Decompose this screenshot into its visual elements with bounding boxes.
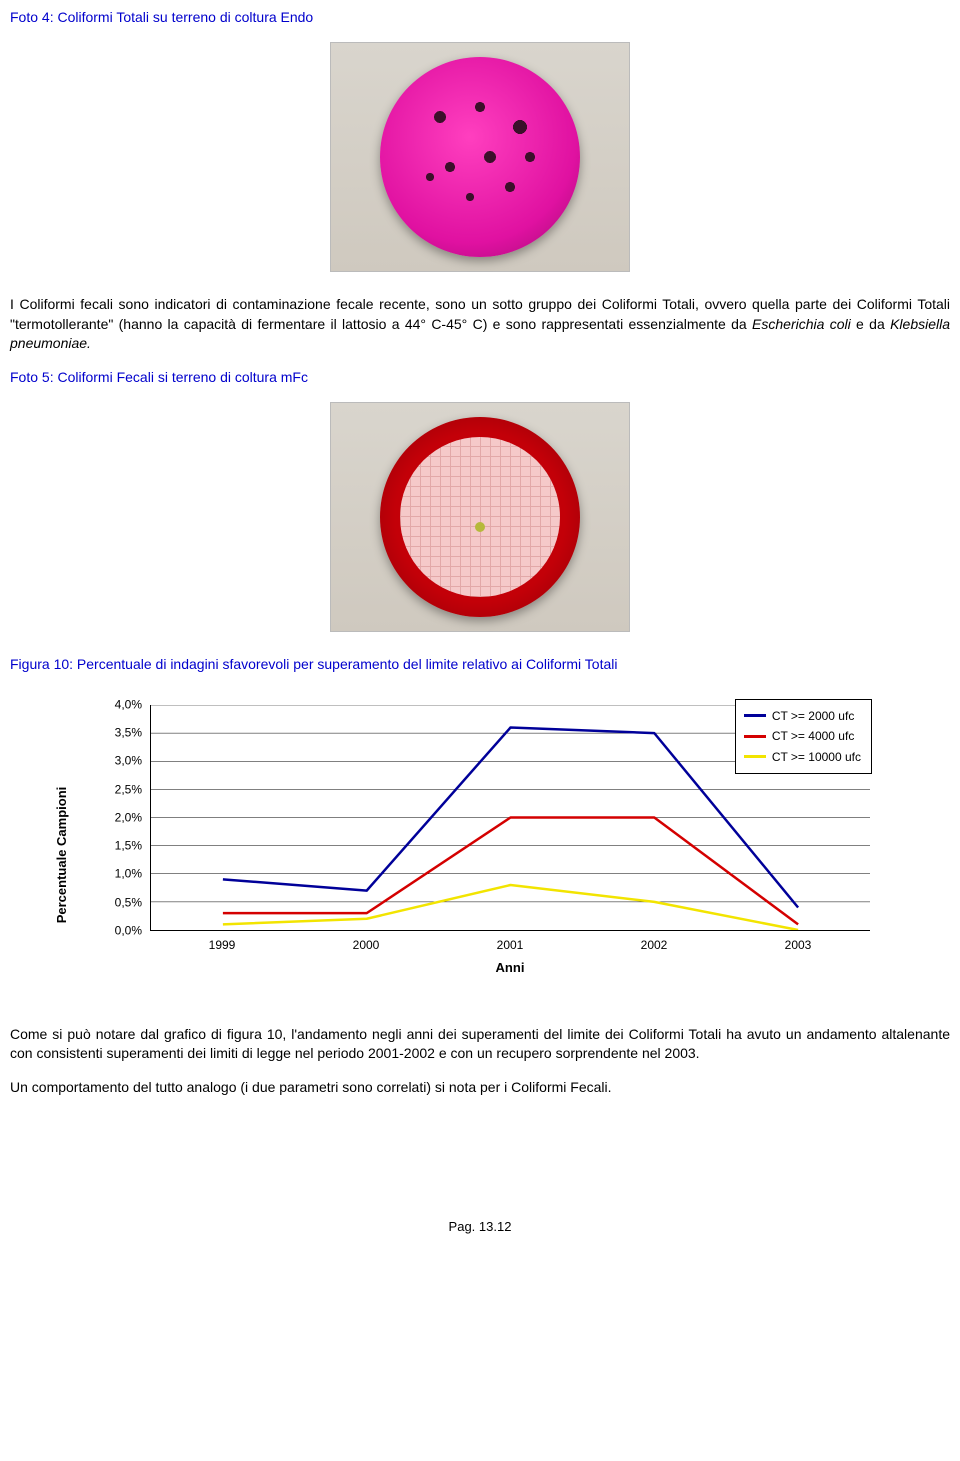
foto4-wrap bbox=[10, 42, 950, 278]
y-axis-label: Percentuale Campioni bbox=[53, 786, 71, 923]
y-tick-label: 3,5% bbox=[115, 725, 142, 742]
x-tick-label: 2003 bbox=[785, 937, 812, 954]
foto5-wrap bbox=[10, 402, 950, 638]
y-tick-label: 4,0% bbox=[115, 696, 142, 713]
y-tick-labels: 0,0%0,5%1,0%1,5%2,0%2,5%3,0%3,5%4,0% bbox=[100, 705, 146, 931]
fig10-caption: Figura 10: Percentuale di indagini sfavo… bbox=[10, 655, 950, 675]
y-tick-label: 2,0% bbox=[115, 809, 142, 826]
x-tick-label: 2001 bbox=[497, 937, 524, 954]
chart-figure-10: Percentuale Campioni 0,0%0,5%1,0%1,5%2,0… bbox=[70, 705, 890, 1005]
p1-part-b: e da bbox=[851, 316, 890, 332]
y-tick-label: 1,0% bbox=[115, 866, 142, 883]
legend-swatch bbox=[744, 735, 766, 738]
y-tick-label: 2,5% bbox=[115, 781, 142, 798]
legend-row: CT >= 4000 ufc bbox=[744, 726, 861, 746]
paragraph-coliformi-fecali: I Coliformi fecali sono indicatori di co… bbox=[10, 295, 950, 354]
legend: CT >= 2000 ufcCT >= 4000 ufcCT >= 10000 … bbox=[735, 699, 872, 774]
legend-row: CT >= 2000 ufc bbox=[744, 706, 861, 726]
page-number: Pag. 13.12 bbox=[10, 1218, 950, 1236]
plot-area: CT >= 2000 ufcCT >= 4000 ufcCT >= 10000 … bbox=[150, 705, 870, 931]
foto4-image bbox=[330, 42, 630, 272]
legend-label: CT >= 4000 ufc bbox=[772, 726, 855, 746]
legend-label: CT >= 10000 ufc bbox=[772, 747, 861, 767]
p1-italic-1: Escherichia coli bbox=[752, 316, 851, 332]
petri-dish-endo bbox=[380, 57, 580, 257]
x-tick-label: 1999 bbox=[209, 937, 236, 954]
y-tick-label: 1,5% bbox=[115, 838, 142, 855]
legend-swatch bbox=[744, 755, 766, 758]
x-tick-label: 2000 bbox=[353, 937, 380, 954]
y-tick-label: 0,5% bbox=[115, 894, 142, 911]
paragraph-fig10-comment-1: Come si può notare dal grafico di figura… bbox=[10, 1025, 950, 1064]
legend-row: CT >= 10000 ufc bbox=[744, 747, 861, 767]
legend-swatch bbox=[744, 714, 766, 717]
y-tick-label: 3,0% bbox=[115, 753, 142, 770]
y-tick-label: 0,0% bbox=[115, 922, 142, 939]
foto5-caption: Foto 5: Coliformi Fecali si terreno di c… bbox=[10, 368, 950, 388]
x-tick-label: 2002 bbox=[641, 937, 668, 954]
paragraph-fig10-comment-2: Un comportamento del tutto analogo (i du… bbox=[10, 1078, 950, 1098]
foto4-caption: Foto 4: Coliformi Totali su terreno di c… bbox=[10, 8, 950, 28]
x-axis-label: Anni bbox=[150, 959, 870, 977]
foto5-image bbox=[330, 402, 630, 632]
petri-dish-mfc bbox=[380, 417, 580, 617]
legend-label: CT >= 2000 ufc bbox=[772, 706, 855, 726]
